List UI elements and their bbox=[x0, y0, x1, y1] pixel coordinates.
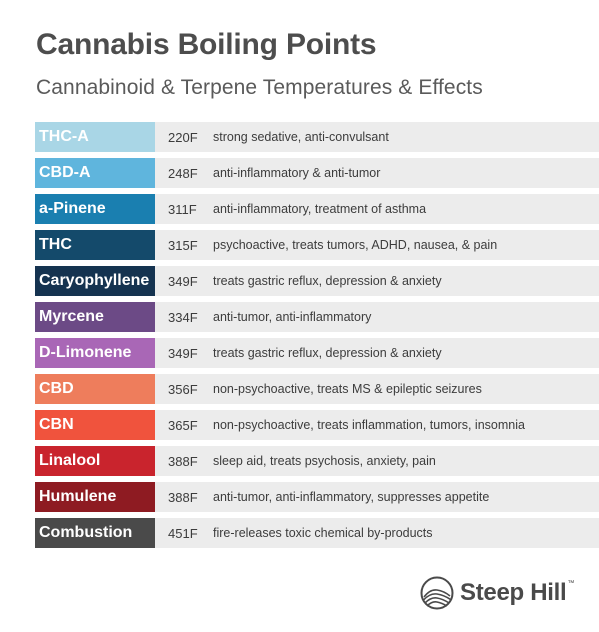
compound-label: THC bbox=[35, 230, 155, 260]
boiling-temperature: 388F bbox=[168, 453, 198, 469]
table-row: Linalool 388F sleep aid, treats psychosis,… bbox=[35, 446, 599, 476]
compound-label: CBD-A bbox=[35, 158, 155, 188]
logo-trademark: ™ bbox=[567, 579, 575, 587]
mountain-circle-icon bbox=[420, 576, 454, 610]
logo-text: Steep Hill bbox=[460, 579, 567, 606]
compound-label: Humulene bbox=[35, 482, 155, 512]
boiling-temperature: 349F bbox=[168, 345, 198, 361]
boiling-temperature: 334F bbox=[168, 309, 198, 325]
boiling-temperature: 220F bbox=[168, 129, 198, 145]
table-row: THC-A 220F strong sedative, anti-convulsan… bbox=[35, 122, 599, 152]
boiling-temperature: 311F bbox=[168, 201, 197, 217]
steep-hill-logo: Steep Hill ™ bbox=[420, 575, 574, 611]
compound-label: CBD bbox=[35, 374, 155, 404]
compound-label: THC-A bbox=[35, 122, 155, 152]
table-row: a-Pinene 311F anti-inflammatory, treatment… bbox=[35, 194, 599, 224]
boiling-temperature: 248F bbox=[168, 165, 198, 181]
table-row: Combustion 451F fire-releases toxic chemic… bbox=[35, 518, 599, 548]
boiling-temperature: 315F bbox=[168, 237, 198, 253]
boiling-temperature: 365F bbox=[168, 417, 198, 433]
boiling-temperature: 349F bbox=[168, 273, 198, 289]
effect-description: treats gastric reflux, depression & anxi… bbox=[213, 274, 442, 288]
compound-label: Caryophyllene bbox=[35, 266, 155, 296]
compound-label: CBN bbox=[35, 410, 155, 440]
compound-label: a-Pinene bbox=[35, 194, 155, 224]
table-row: Humulene 388F anti-tumor, anti-inflammator… bbox=[35, 482, 599, 512]
boiling-points-table: THC-A 220F strong sedative, anti-convulsan… bbox=[35, 122, 599, 554]
effect-description: non-psychoactive, treats inflammation, t… bbox=[213, 418, 525, 432]
table-row: CBD-A 248F anti-inflammatory & anti-tumor bbox=[35, 158, 599, 188]
effect-description: sleep aid, treats psychosis, anxiety, pa… bbox=[213, 454, 436, 468]
boiling-temperature: 388F bbox=[168, 489, 198, 505]
boiling-temperature: 356F bbox=[168, 381, 198, 397]
table-row: Myrcene 334F anti-tumor, anti-inflammatory bbox=[35, 302, 599, 332]
effect-description: fire-releases toxic chemical by-products bbox=[213, 526, 433, 540]
table-row: Caryophyllene 349F treats gastric reflux, … bbox=[35, 266, 599, 296]
effect-description: psychoactive, treats tumors, ADHD, nause… bbox=[213, 238, 498, 252]
compound-label: Myrcene bbox=[35, 302, 155, 332]
page-subtitle: Cannabinoid & Terpene Temperatures & Eff… bbox=[36, 76, 483, 99]
effect-description: anti-tumor, anti-inflammatory bbox=[213, 310, 372, 324]
boiling-temperature: 451F bbox=[168, 525, 198, 541]
effect-description: non-psychoactive, treats MS & epileptic … bbox=[213, 382, 482, 396]
effect-description: anti-tumor, anti-inflammatory, suppresse… bbox=[213, 490, 490, 504]
compound-label: Linalool bbox=[35, 446, 155, 476]
table-row: CBN 365F non-psychoactive, treats inflamma… bbox=[35, 410, 599, 440]
table-row: CBD 356F non-psychoactive, treats MS & epi… bbox=[35, 374, 599, 404]
effect-description: anti-inflammatory & anti-tumor bbox=[213, 166, 381, 180]
effect-description: strong sedative, anti-convulsant bbox=[213, 130, 389, 144]
effect-description: treats gastric reflux, depression & anxi… bbox=[213, 346, 442, 360]
table-row: D-Limonene 349F treats gastric reflux, dep… bbox=[35, 338, 599, 368]
compound-label: Combustion bbox=[35, 518, 155, 548]
table-row: THC 315F psychoactive, treats tumors, ADHD… bbox=[35, 230, 599, 260]
effect-description: anti-inflammatory, treatment of asthma bbox=[213, 202, 427, 216]
page-title: Cannabis Boiling Points bbox=[36, 28, 377, 61]
compound-label: D-Limonene bbox=[35, 338, 155, 368]
